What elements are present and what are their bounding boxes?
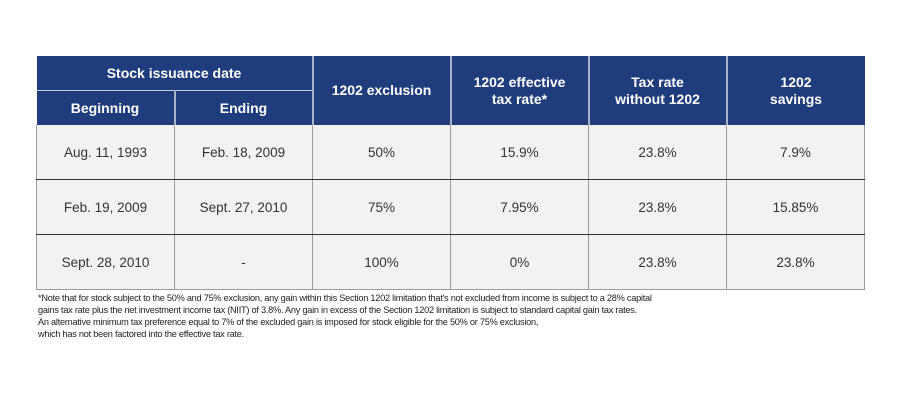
table-row: Feb. 19, 2009 Sept. 27, 2010 75% 7.95% 2…	[36, 179, 865, 235]
cell-exclusion: 50%	[312, 125, 451, 180]
header-text: Tax rate	[631, 73, 684, 90]
cell-beginning: Aug. 11, 1993	[36, 125, 175, 180]
cell-effective-rate: 15.9%	[450, 125, 589, 180]
footnote: *Note that for stock subject to the 50% …	[38, 292, 878, 340]
header-1202-exclusion: 1202 exclusion	[311, 56, 451, 125]
header-beginning: Beginning	[36, 90, 175, 125]
table-row: Aug. 11, 1993 Feb. 18, 2009 50% 15.9% 23…	[36, 125, 865, 180]
header-text: without 1202	[615, 90, 700, 107]
cell-beginning: Feb. 19, 2009	[36, 179, 175, 235]
cell-exclusion: 100%	[312, 234, 451, 290]
header-text: 1202	[780, 73, 812, 90]
footnote-line: *Note that for stock subject to the 50% …	[38, 293, 652, 303]
cell-rate-without: 23.8%	[588, 234, 727, 290]
cell-effective-rate: 7.95%	[450, 179, 589, 235]
table-row: Sept. 28, 2010 - 100% 0% 23.8% 23.8%	[36, 234, 865, 290]
cell-rate-without: 23.8%	[588, 125, 727, 180]
header-tax-rate-without-1202: Tax rate without 1202	[587, 56, 727, 125]
header-text: tax rate*	[491, 90, 548, 107]
cell-exclusion: 75%	[312, 179, 451, 235]
cell-savings: 15.85%	[726, 179, 865, 235]
footnote-line: An alternative minimum tax preference eq…	[38, 317, 539, 327]
header-text: 1202 effective	[473, 73, 566, 90]
cell-beginning: Sept. 28, 2010	[36, 234, 175, 290]
footnote-line: which has not been factored into the eff…	[38, 329, 244, 339]
cell-ending: -	[174, 234, 313, 290]
cell-ending: Sept. 27, 2010	[174, 179, 313, 235]
header-text: savings	[769, 90, 823, 107]
footnote-line: gains tax rate plus the net investment i…	[38, 305, 637, 315]
cell-savings: 23.8%	[726, 234, 865, 290]
header-effective-tax-rate: 1202 effective tax rate*	[449, 56, 589, 125]
cell-rate-without: 23.8%	[588, 179, 727, 235]
header-stock-issuance-date: Stock issuance date	[36, 56, 313, 91]
section-1202-table: Stock issuance date 1202 exclusion 1202 …	[36, 56, 865, 290]
cell-ending: Feb. 18, 2009	[174, 125, 313, 180]
cell-savings: 7.9%	[726, 125, 865, 180]
header-1202-savings: 1202 savings	[725, 56, 865, 125]
header-ending: Ending	[173, 90, 313, 125]
cell-effective-rate: 0%	[450, 234, 589, 290]
